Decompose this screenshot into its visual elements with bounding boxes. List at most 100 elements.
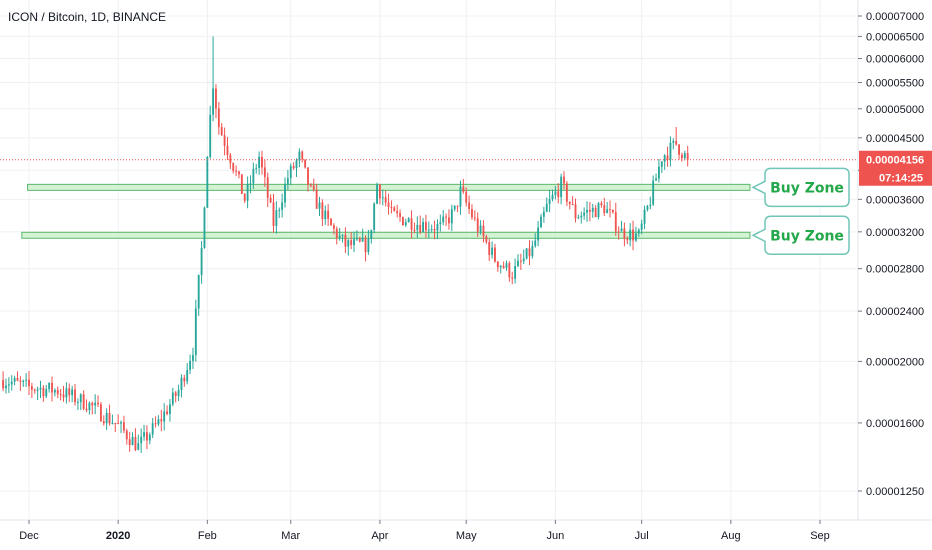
candle-body [560, 176, 563, 197]
candle-body [680, 154, 683, 159]
candle-body [223, 135, 226, 146]
candle-body [94, 402, 97, 406]
candle-body [125, 430, 128, 440]
y-tick-label: 0.00007000 [866, 11, 924, 23]
candle-body [531, 245, 534, 257]
candle-body [660, 161, 663, 167]
candle-body [551, 195, 554, 200]
candle-body [327, 210, 330, 219]
candle-body [315, 189, 318, 209]
candle-body [410, 218, 413, 230]
candle-body [611, 210, 614, 213]
candle-body [114, 423, 117, 425]
candle-body [180, 377, 183, 391]
candle-body [620, 228, 623, 232]
candle-body [157, 419, 160, 425]
candle-body [117, 423, 120, 425]
buy-zone-label: Buy Zone [770, 228, 844, 244]
candle-body [479, 225, 482, 232]
candle-body [16, 378, 19, 381]
candle-body [145, 432, 148, 441]
x-tick-label: Apr [371, 530, 388, 542]
candle-body [542, 211, 545, 217]
x-tick-label: Aug [721, 530, 741, 542]
candle-body [563, 176, 565, 184]
candle-body [28, 379, 30, 387]
candle-body [335, 228, 338, 239]
candle-body [603, 205, 606, 214]
buy-zone-band [21, 231, 751, 239]
x-tick-label: May [456, 530, 477, 542]
y-tick-label: 0.00002000 [866, 356, 924, 368]
candle-body [203, 207, 206, 248]
candle-body [140, 436, 143, 444]
candle-body [266, 177, 269, 198]
candle-body [626, 238, 629, 241]
candle-body [522, 258, 525, 262]
candle-body [194, 308, 197, 356]
candle-body [154, 423, 157, 425]
x-tick-label: 2020 [106, 530, 130, 542]
candle-body [557, 191, 560, 197]
candle-body [286, 178, 289, 185]
candle-body [36, 389, 39, 391]
candle-body [5, 385, 7, 389]
candle-body [450, 209, 453, 224]
candle-body [304, 159, 307, 168]
candle-body [378, 184, 381, 199]
candle-body [534, 240, 537, 246]
candle-body [666, 155, 669, 160]
candle-body [108, 412, 111, 424]
chart-title: ICON / Bitcoin, 1D, BINANCE [8, 10, 166, 24]
candle-body [220, 127, 223, 136]
candle-body [649, 204, 652, 206]
candle-body [42, 387, 45, 397]
candle-body [206, 156, 209, 208]
candle-body [321, 202, 324, 220]
candle-body [361, 237, 364, 242]
candle-body [401, 217, 404, 226]
candle-body [416, 224, 419, 231]
candle-body [51, 382, 53, 393]
candle-body [65, 388, 68, 398]
candle-body [166, 411, 169, 415]
candle-body [174, 392, 177, 396]
candle-body [439, 222, 442, 225]
candle-body [634, 233, 637, 241]
candle-body [499, 265, 502, 268]
candle-body [25, 379, 28, 381]
candle-body [376, 184, 378, 204]
candle-body [215, 88, 217, 109]
candle-body [301, 151, 304, 160]
candle-body [330, 218, 332, 226]
candle-body [74, 389, 76, 403]
candle-body [324, 210, 327, 220]
candle-body [284, 184, 286, 203]
candle-body [430, 228, 433, 230]
price-axis[interactable]: 0.00007000 0.00006500 0.00006000 0.00005500… [857, 0, 924, 520]
time-axis[interactable]: Dec 2020 Feb Mar Apr May Jun Jul Aug Sep [0, 519, 932, 542]
candle-body [177, 390, 180, 396]
candle-body [232, 163, 235, 171]
candle-body [476, 218, 479, 232]
candle-body [62, 394, 65, 398]
candle-body [7, 384, 10, 386]
candle-body [289, 166, 292, 179]
candle-body [473, 217, 476, 219]
candle-body [436, 224, 439, 231]
buy-zone-band [27, 183, 751, 191]
candle-body [643, 209, 646, 224]
candle-body [134, 436, 137, 450]
candle-body [387, 202, 390, 208]
candle-body [350, 240, 353, 246]
candle-body [56, 389, 59, 395]
candle-body [298, 151, 301, 161]
x-tick-label: Mar [281, 530, 300, 542]
candle-body [255, 167, 258, 169]
candle-body [588, 209, 591, 212]
candle-body [427, 229, 430, 231]
candle-body [22, 380, 25, 382]
candle-body [586, 209, 588, 213]
